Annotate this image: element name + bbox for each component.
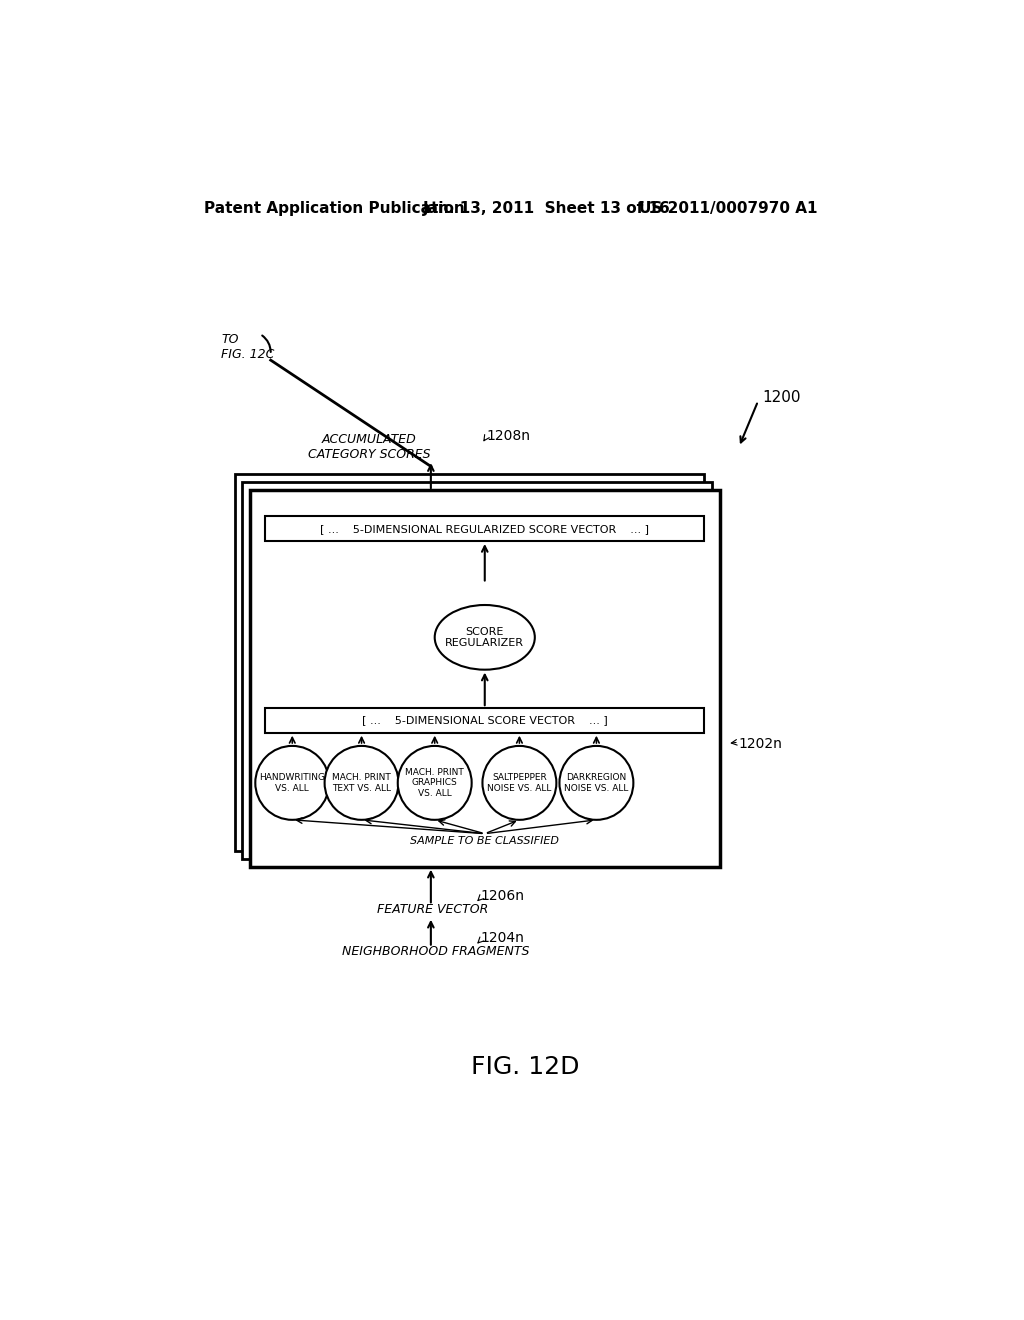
Text: [ ...    5-DIMENSIONAL SCORE VECTOR    ... ]: [ ... 5-DIMENSIONAL SCORE VECTOR ... ] [361,715,607,726]
Text: US 2011/0007970 A1: US 2011/0007970 A1 [639,201,817,216]
Text: DARKREGION
NOISE VS. ALL: DARKREGION NOISE VS. ALL [564,774,629,792]
Text: FEATURE VECTOR: FEATURE VECTOR [377,903,488,916]
Ellipse shape [435,605,535,669]
Text: SALTPEPPER
NOISE VS. ALL: SALTPEPPER NOISE VS. ALL [487,774,552,792]
Text: TO
FIG. 12C: TO FIG. 12C [221,333,274,362]
Ellipse shape [397,746,472,820]
Ellipse shape [325,746,398,820]
Text: Patent Application Publication: Patent Application Publication [204,201,465,216]
Ellipse shape [482,746,556,820]
Text: FIG. 12D: FIG. 12D [471,1055,579,1078]
Text: 1202n: 1202n [739,737,782,751]
Text: HANDWRITING
VS. ALL: HANDWRITING VS. ALL [259,774,326,792]
Text: [ ...    5-DIMENSIONAL REGULARIZED SCORE VECTOR    ... ]: [ ... 5-DIMENSIONAL REGULARIZED SCORE VE… [321,524,649,533]
Text: 1208n: 1208n [486,429,530,442]
Text: 1200: 1200 [762,389,801,405]
Bar [243,482,712,859]
Text: 1206n: 1206n [481,890,525,903]
Text: NEIGHBORHOOD FRAGMENTS: NEIGHBORHOOD FRAGMENTS [342,945,529,958]
Text: MACH. PRINT
GRAPHICS
VS. ALL: MACH. PRINT GRAPHICS VS. ALL [406,768,464,797]
Bar [250,490,720,867]
Text: MACH. PRINT
TEXT VS. ALL: MACH. PRINT TEXT VS. ALL [332,774,391,792]
Bar [234,474,705,851]
Text: 1204n: 1204n [481,932,524,945]
Ellipse shape [559,746,634,820]
Text: SCORE
REGULARIZER: SCORE REGULARIZER [445,627,524,648]
Bar [265,516,705,541]
Bar [265,708,705,733]
Text: Jan. 13, 2011  Sheet 13 of 16: Jan. 13, 2011 Sheet 13 of 16 [423,201,671,216]
Text: ACCUMULATED
CATEGORY SCORES: ACCUMULATED CATEGORY SCORES [308,433,430,461]
Text: SAMPLE TO BE CLASSIFIED: SAMPLE TO BE CLASSIFIED [411,837,559,846]
Ellipse shape [255,746,330,820]
